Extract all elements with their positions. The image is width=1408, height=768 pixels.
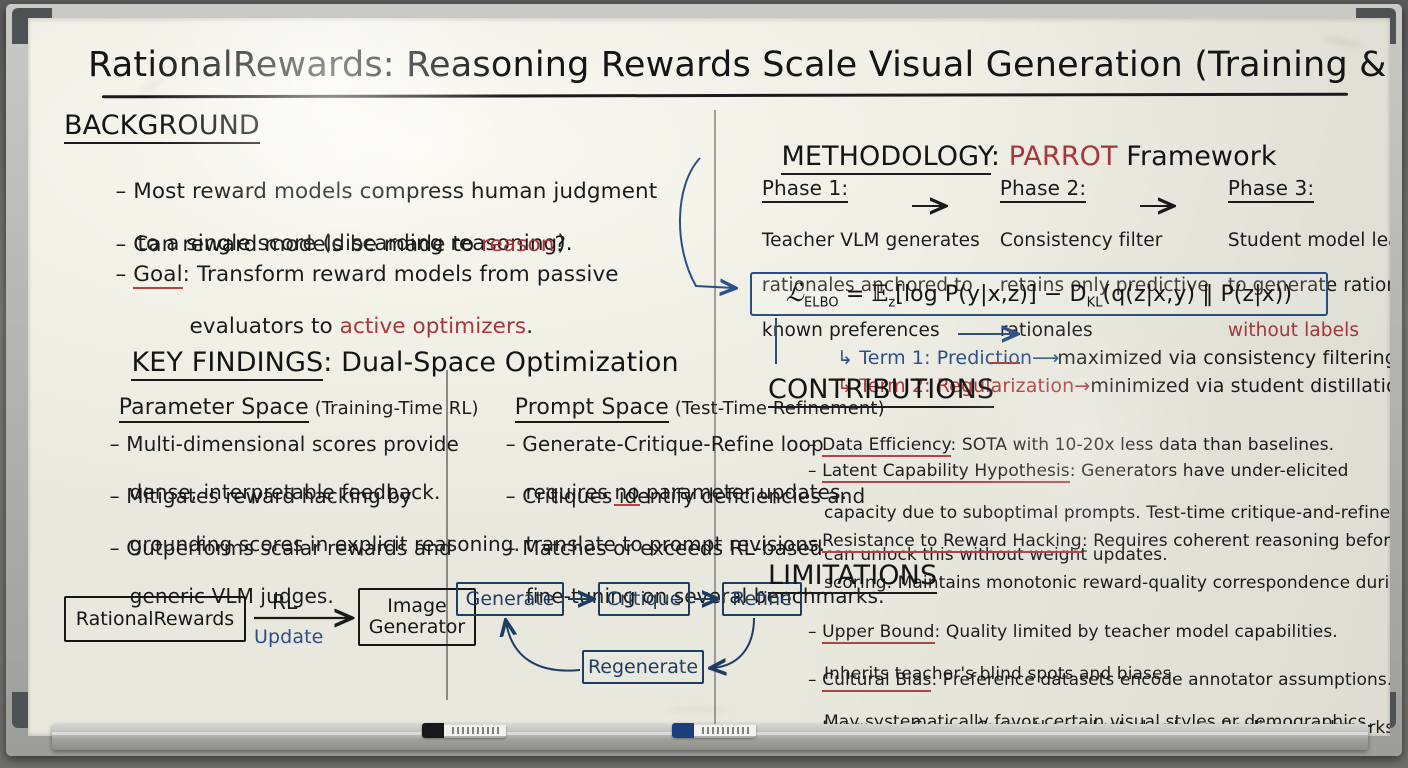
goal-label: Goal [133,262,183,289]
equation-term-2: (q(z|x,y) ‖ P(z|x)) [1102,281,1293,307]
elbo-equation-box: ℒELBO = 𝔼z[log P(y|x,z)] − DKL(q(z|x,y) … [750,272,1328,316]
title-underline [101,92,1349,99]
bullet-dash: – [808,461,823,481]
elbo-equation: ℒELBO = 𝔼z[log P(y|x,z)] − DKL(q(z|x,y) … [786,278,1292,310]
phase-1-label: Phase 1: [761,175,849,203]
black-marker[interactable] [422,723,506,738]
term-2-desc: minimized via student distillation [1090,374,1390,397]
term-2-arrow: → [1074,374,1091,397]
bullet-text-line: Mitigates reward hacking by [126,484,412,508]
bullet-dash: – [505,484,523,508]
equals-sign: = [838,281,872,307]
bullet-dash: – [115,179,134,204]
label-separator: : [182,262,197,287]
cycle-node-generate: Generate [456,582,564,616]
phase-2-label: Phase 2: [999,175,1087,203]
poster-title: RationalRewards: Reasoning Rewards Scale… [88,45,1387,85]
limitation-label: Upper Bound [822,622,935,644]
phase-line: Teacher VLM generates [761,229,980,251]
diagram-arrow-label-rl: RL [272,590,298,614]
expectation-symbol: 𝔼 [871,281,889,307]
blue-marker[interactable] [672,723,756,738]
bullet-dash: – [109,536,127,560]
bullet-dash: – [808,531,823,551]
diagram-arrow-label-update: Update [254,626,324,648]
phase-3-label: Phase 3: [1227,175,1315,203]
bullet-dash: – [115,262,134,287]
limitation-text: : Quality limited by teacher model capab… [934,622,1338,642]
marker-cap [422,723,444,738]
marker-tray [52,723,1368,750]
node-label-line: Image [387,595,447,617]
bullet-dash: – [808,622,823,642]
bullet-text-line: Multi-dimensional scores provide [126,432,459,456]
contribution-label: Latent Capability Hypothesis [822,461,1070,483]
marker-label-stripes [452,727,500,734]
phase-line: Student model learns [1227,229,1390,251]
contribution-text: : Requires coherent reasoning before [1081,531,1390,551]
bullet-dash: – [109,484,127,508]
whiteboard-frame: RationalRewards: Reasoning Rewards Scale… [6,4,1402,756]
cycle-node-critique: Critique [598,582,690,616]
bullet-dash: – [505,536,523,560]
contribution-label: Resistance to Reward Hacking [822,531,1082,553]
diagram-node-rational-rewards: RationalRewards [64,596,246,642]
loss-subscript: ELBO [803,295,839,311]
equation-term-1: [log P(y|x,z)] − D [895,281,1087,307]
contribution-text: : Generators have under-elicited [1069,461,1349,481]
bullet-text-line: Transform reward models from passive [196,262,619,287]
bullet-text-line: Outperforms scalar rewards and [126,536,452,560]
loss-symbol: ℒ [785,277,804,307]
node-label-line: Generator [368,616,466,638]
bullet-dash: – [109,432,127,456]
whiteboard-surface: RationalRewards: Reasoning Rewards Scale… [28,18,1390,736]
contributions-heading: CONTRIBUTIONS [768,374,995,408]
marker-cap [672,723,694,738]
cycle-node-regenerate: Regenerate [582,650,704,684]
background-heading: BACKGROUND [64,110,260,144]
bullet-dash: – [808,670,823,690]
board-smudge [668,708,728,713]
dkl-subscript: KL [1086,295,1103,311]
limitation-label: Cultural Bias [822,670,932,692]
limitation-text: : Preference datasets encode annotator a… [931,670,1390,690]
limitations-heading: LIMITATIONS [768,560,938,594]
bullet-dash: – [505,432,523,456]
marker-label-stripes [702,727,750,734]
bullet-text-line: Most reward models compress human judgme… [133,179,658,204]
phase-line: Consistency filter [999,229,1163,251]
